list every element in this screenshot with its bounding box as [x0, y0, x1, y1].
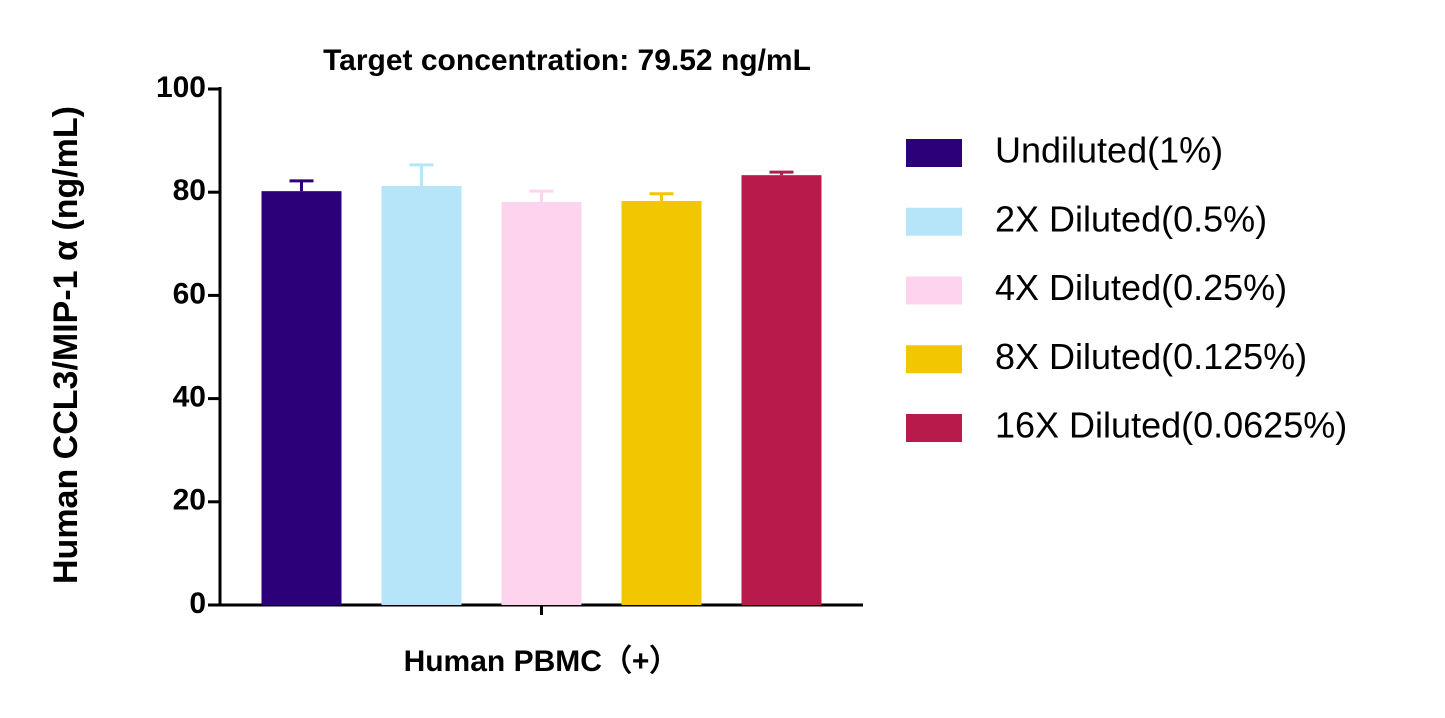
bar: [501, 202, 582, 605]
bar: [261, 191, 342, 605]
legend-label: 16X Diluted(0.0625%): [995, 405, 1347, 446]
y-axis-label: Human CCL3/MIP-1 α (ng/mL): [47, 106, 85, 584]
y-tick-label: 20: [173, 484, 206, 517]
legend-swatch: [906, 276, 962, 305]
legend-swatch: [906, 139, 962, 167]
y-tick-label: 0: [189, 587, 206, 620]
legend-label: 2X Diluted(0.5%): [995, 198, 1267, 239]
error-bar: [769, 170, 794, 176]
y-tick-label: 100: [156, 71, 206, 104]
error-bar: [289, 179, 314, 192]
error-bar: [529, 189, 554, 203]
chart-title: Target concentration: 79.52 ng/mL: [323, 44, 811, 77]
x-tick-label: Human PBMC（+）: [404, 644, 680, 678]
y-tick-label: 40: [173, 381, 206, 414]
legend-label: 8X Diluted(0.125%): [995, 336, 1307, 377]
bar: [741, 175, 822, 605]
bar: [621, 200, 702, 606]
bar: [381, 186, 462, 605]
error-bar: [649, 192, 674, 201]
error-bar: [409, 163, 434, 187]
legend-swatch: [906, 414, 962, 442]
legend-swatch: [906, 345, 962, 374]
y-tick-label: 60: [173, 277, 206, 310]
legend-swatch: [906, 207, 962, 236]
legend-label: Undiluted(1%): [995, 130, 1223, 171]
y-tick-label: 80: [173, 174, 206, 207]
legend-label: 4X Diluted(0.25%): [995, 267, 1287, 308]
